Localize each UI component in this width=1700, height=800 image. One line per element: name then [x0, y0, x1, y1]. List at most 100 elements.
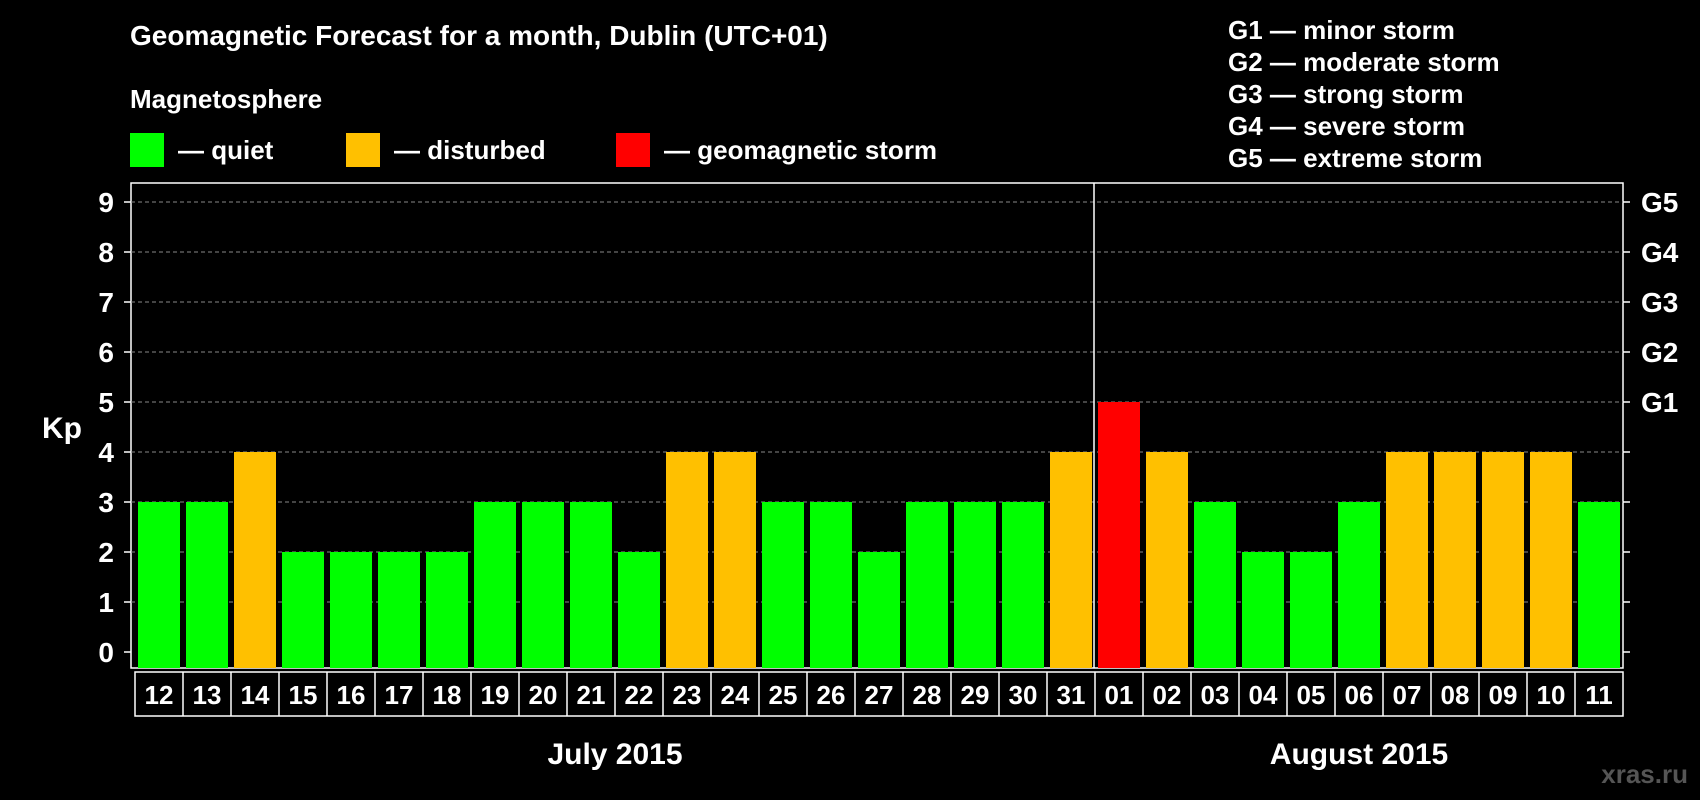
bar-21: [570, 502, 612, 668]
g-scale-label: G4: [1641, 237, 1679, 268]
x-tick-label: 19: [481, 680, 510, 710]
x-tick-label: 18: [433, 680, 462, 710]
y-tick-label: 1: [98, 587, 114, 618]
bar-25: [762, 502, 804, 668]
x-tick-label: 27: [865, 680, 894, 710]
legend-label-storm: — geomagnetic storm: [664, 134, 938, 165]
x-tick-label: 15: [289, 680, 318, 710]
bar-29: [954, 502, 996, 668]
y-tick-label: 0: [98, 637, 114, 668]
g-scale-label: G5: [1641, 187, 1678, 218]
bar-30: [1002, 502, 1044, 668]
legend-label-quiet: — quiet: [178, 134, 274, 165]
y-tick-label: 6: [98, 337, 114, 368]
bar-05: [1290, 552, 1332, 668]
bar-09: [1482, 452, 1524, 668]
bar-13: [186, 502, 228, 668]
bar-15: [282, 552, 324, 668]
chart-title: Geomagnetic Forecast for a month, Dublin…: [130, 20, 828, 51]
x-tick-label: 29: [961, 680, 990, 710]
legend-item-quiet: — quiet: [130, 133, 273, 167]
y-tick-label: 5: [98, 387, 114, 418]
x-tick-label: 01: [1105, 680, 1134, 710]
g-scale-label: G1: [1641, 387, 1678, 418]
x-tick-label: 24: [721, 680, 750, 710]
month-label: August 2015: [1270, 738, 1448, 771]
date-axis-frame: [134, 671, 1624, 717]
bar-31: [1050, 452, 1092, 668]
x-tick-label: 06: [1345, 680, 1374, 710]
bar-04: [1242, 552, 1284, 668]
legend-swatch-storm: [616, 133, 650, 167]
bar-11: [1578, 502, 1620, 668]
x-tick-label: 13: [193, 680, 222, 710]
bar-08: [1434, 452, 1476, 668]
x-tick-label: 16: [337, 680, 366, 710]
g-scale-label: G3: [1641, 287, 1678, 318]
x-tick-label: 05: [1297, 680, 1326, 710]
x-tick-label: 25: [769, 680, 798, 710]
bar-12: [138, 502, 180, 668]
bar-07: [1386, 452, 1428, 668]
bar-18: [426, 552, 468, 668]
bar-27: [858, 552, 900, 668]
x-tick-label: 31: [1057, 680, 1086, 710]
legend-item-disturbed: — disturbed: [346, 133, 546, 167]
storm-scale-g1: G1 — minor storm: [1228, 15, 1455, 45]
month-label: July 2015: [547, 738, 682, 771]
y-tick-label: 3: [98, 487, 114, 518]
x-tick-label: 08: [1441, 680, 1470, 710]
x-tick-label: 04: [1249, 680, 1278, 710]
x-tick-label: 26: [817, 680, 846, 710]
legend-swatch-quiet: [130, 133, 164, 167]
bar-24: [714, 452, 756, 668]
bar-16: [330, 552, 372, 668]
storm-scale-g5: G5 — extreme storm: [1228, 143, 1483, 173]
x-tick-label: 20: [529, 680, 558, 710]
x-tick-label: 21: [577, 680, 606, 710]
bar-28: [906, 502, 948, 668]
g-scale-label: G2: [1641, 337, 1678, 368]
x-tick-label: 14: [241, 680, 270, 710]
x-tick-label: 09: [1489, 680, 1518, 710]
bar-06: [1338, 502, 1380, 668]
bar-19: [474, 502, 516, 668]
bar-10: [1530, 452, 1572, 668]
storm-scale-g2: G2 — moderate storm: [1228, 47, 1500, 77]
y-tick-label: 8: [98, 237, 114, 268]
y-tick-label: 4: [98, 437, 114, 468]
y-tick-label: 9: [98, 187, 114, 218]
bar-26: [810, 502, 852, 668]
x-tick-label: 02: [1153, 680, 1182, 710]
bar-17: [378, 552, 420, 668]
bar-02: [1146, 452, 1188, 668]
x-tick-label: 17: [385, 680, 414, 710]
watermark: xras.ru: [1601, 759, 1688, 789]
bar-01: [1098, 402, 1140, 668]
legend-swatch-disturbed: [346, 133, 380, 167]
storm-scale-g3: G3 — strong storm: [1228, 79, 1464, 109]
legend-label-disturbed: — disturbed: [394, 134, 546, 165]
y-tick-label: 7: [98, 287, 114, 318]
x-tick-label: 10: [1537, 680, 1566, 710]
y-tick-label: 2: [98, 537, 114, 568]
bar-03: [1194, 502, 1236, 668]
x-tick-label: 28: [913, 680, 942, 710]
x-tick-label: 23: [673, 680, 702, 710]
bar-14: [234, 452, 276, 668]
chart-subtitle: Magnetosphere: [130, 84, 323, 114]
bar-20: [522, 502, 564, 668]
bar-23: [666, 452, 708, 668]
legend-item-storm: — geomagnetic storm: [616, 133, 937, 167]
y-axis-label: Kp: [42, 412, 82, 445]
storm-scale-list: G1 — minor storm G2 — moderate storm G3 …: [1228, 14, 1500, 174]
x-tick-label: 11: [1585, 680, 1613, 710]
x-tick-label: 12: [145, 680, 174, 710]
bar-22: [618, 552, 660, 668]
storm-scale-g4: G4 — severe storm: [1228, 111, 1466, 141]
x-tick-label: 07: [1393, 680, 1422, 710]
x-tick-label: 30: [1009, 680, 1038, 710]
x-tick-label: 22: [625, 680, 654, 710]
x-tick-label: 03: [1201, 680, 1230, 710]
